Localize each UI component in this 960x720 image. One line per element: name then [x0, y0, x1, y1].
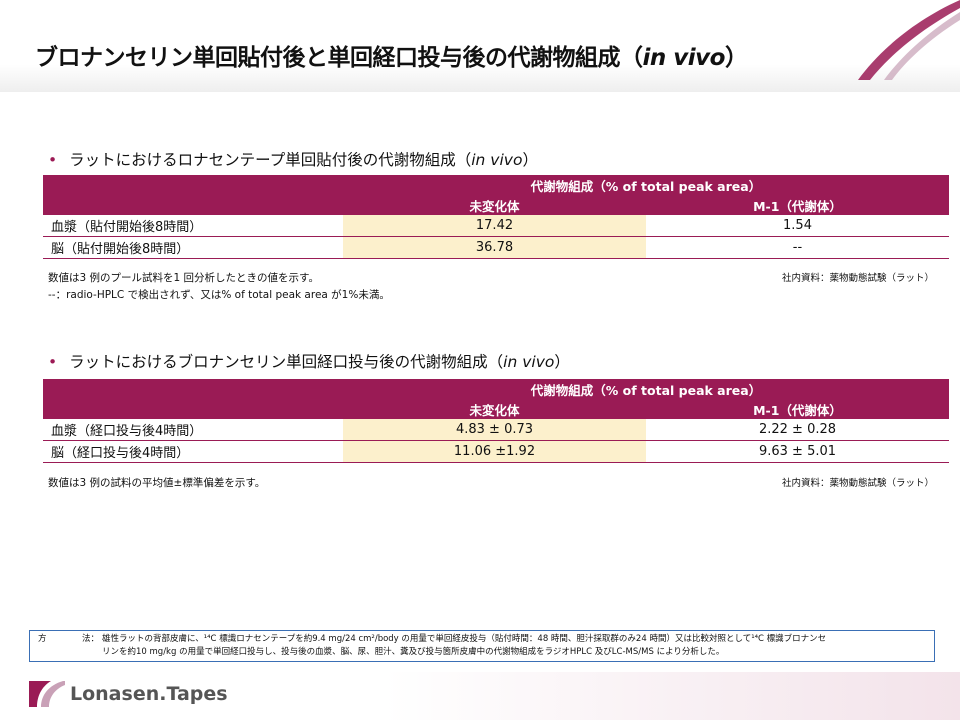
cell-unchanged: 4.83 ± 0.73	[343, 419, 646, 441]
cell-m1: 9.63 ± 5.01	[646, 440, 949, 463]
table-header-group: 代謝物組成（% of total peak area）	[343, 379, 949, 399]
cell-unchanged: 36.78	[343, 236, 646, 259]
method-line2: リンを約10 mg/kg の用量で単回経口投与し、投与後の血漿、脳、尿、胆汁、糞…	[102, 647, 725, 657]
cell-unchanged: 11.06 ±1.92	[343, 440, 646, 463]
section1-note1: 数値は3 例のプール試料を1 回分析したときの値を示す。	[48, 272, 319, 284]
corner-swoosh	[858, 0, 960, 80]
cell-m1: 2.22 ± 0.28	[646, 419, 949, 441]
logo-text: Lonasen.Tapes	[70, 683, 228, 705]
table-row: 脳（貼付開始後8時間） 36.78 --	[43, 236, 949, 259]
table-row: 血漿（貼付開始後8時間） 17.42 1.54	[43, 215, 949, 237]
row-label: 血漿（経口投与後4時間）	[43, 419, 343, 441]
table-header-blank	[43, 195, 343, 215]
bullet-icon: •	[48, 151, 58, 169]
section1-source: 社内資料：薬物動態試験（ラット）	[781, 273, 934, 284]
cell-unchanged: 17.42	[343, 215, 646, 237]
row-label: 脳（貼付開始後8時間）	[43, 236, 343, 259]
section1-note2: --：radio-HPLC で検出されず、又は% of total peak a…	[48, 289, 390, 301]
table-header-blank	[43, 175, 343, 195]
page-title: ブロナンセリン単回貼付後と単回経口投与後の代謝物組成（in vivo）	[35, 45, 748, 71]
table-header-unchanged: 未変化体	[343, 195, 646, 215]
table-header-m1: M-1（代謝体）	[646, 195, 949, 215]
row-label: 脳（経口投与後4時間）	[43, 440, 343, 463]
table-header-group: 代謝物組成（% of total peak area）	[343, 175, 949, 195]
section2-source: 社内資料：薬物動態試験（ラット）	[781, 478, 934, 489]
lonasen-logo-icon	[29, 681, 65, 707]
footer-band	[0, 672, 960, 720]
method-label-b: 法：	[82, 634, 100, 644]
section2-heading: • ラットにおけるブロナンセリン単回経口投与後の代謝物組成（in vivo）	[48, 353, 570, 371]
title-bar	[0, 0, 960, 92]
table-header-blank	[43, 399, 343, 419]
row-label: 血漿（貼付開始後8時間）	[43, 215, 343, 237]
metabolite-table-patch: 代謝物組成（% of total peak area） 未変化体 M-1（代謝体…	[43, 175, 949, 259]
method-line1: 雄性ラットの背部皮膚に、¹⁴C 標識ロナセンテープを約9.4 mg/24 cm²…	[102, 634, 827, 644]
cell-m1: 1.54	[646, 215, 949, 237]
method-box: 方 法： 雄性ラットの背部皮膚に、¹⁴C 標識ロナセンテープを約9.4 mg/2…	[29, 630, 935, 662]
table-row: 脳（経口投与後4時間） 11.06 ±1.92 9.63 ± 5.01	[43, 440, 949, 463]
table-header-m1: M-1（代謝体）	[646, 399, 949, 419]
cell-m1: --	[646, 236, 949, 259]
table-row: 血漿（経口投与後4時間） 4.83 ± 0.73 2.22 ± 0.28	[43, 419, 949, 441]
bullet-icon: •	[48, 353, 58, 371]
section1-heading: • ラットにおけるロナセンテープ単回貼付後の代謝物組成（in vivo）	[48, 151, 538, 169]
section2-note1: 数値は3 例の試料の平均値±標準偏差を示す。	[48, 477, 266, 489]
table-header-blank	[43, 379, 343, 399]
table-header-unchanged: 未変化体	[343, 399, 646, 419]
method-label-a: 方	[38, 634, 47, 644]
metabolite-table-oral: 代謝物組成（% of total peak area） 未変化体 M-1（代謝体…	[43, 379, 949, 463]
